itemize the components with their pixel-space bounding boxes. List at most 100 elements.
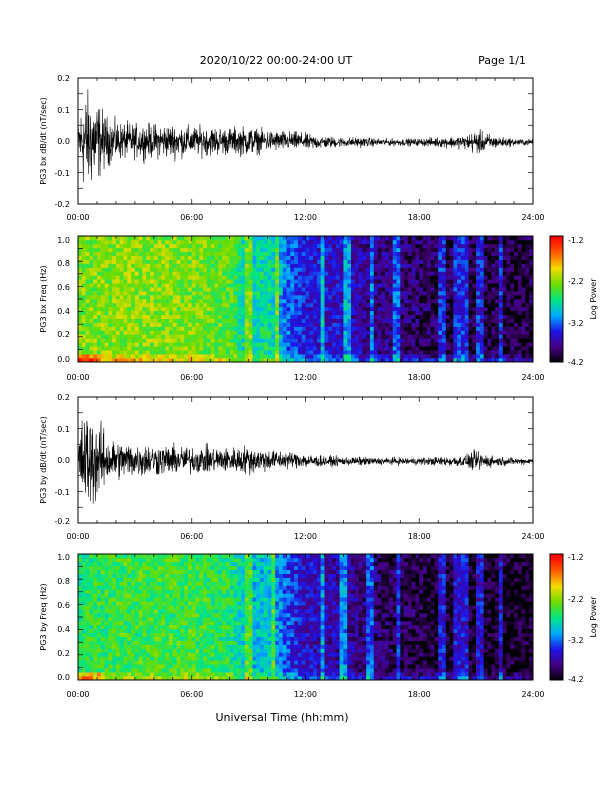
- spectrogram-cell: [332, 263, 337, 268]
- spectrogram-cell: [282, 330, 287, 335]
- colorbar-segment: [550, 326, 563, 329]
- spectrogram-cell: [305, 354, 310, 359]
- spectrogram-cell: [464, 299, 469, 304]
- spectrogram-cell: [214, 239, 219, 245]
- spectrogram-cell: [241, 318, 246, 323]
- spectrogram-cell: [127, 561, 132, 567]
- spectrogram-cell: [529, 291, 534, 296]
- spectrogram-cell: [78, 346, 83, 351]
- spectrogram-cell: [339, 259, 344, 264]
- colorbar-tick-label: -2.2: [568, 277, 584, 286]
- spectrogram-cell: [275, 322, 280, 327]
- spectrogram-cell: [388, 338, 394, 343]
- spectrogram-cell: [127, 346, 132, 351]
- spectrogram-cell: [290, 239, 295, 245]
- spectrogram-cell: [81, 656, 86, 661]
- spectrogram-cell: [286, 251, 291, 256]
- spectrogram-cell: [502, 263, 507, 268]
- spectrogram-cell: [362, 342, 367, 347]
- spectrogram-cell: [442, 236, 447, 241]
- spectrogram-cell: [271, 310, 276, 316]
- spectrogram-cell: [165, 302, 170, 308]
- spectrogram-cell: [176, 334, 181, 339]
- spectrogram-cell: [290, 326, 295, 331]
- spectrogram-cell: [381, 334, 386, 339]
- spectrogram-cell: [237, 236, 242, 241]
- spectrogram-cell: [244, 322, 249, 327]
- spectrogram-cell: [180, 236, 185, 241]
- spectrogram-cell: [161, 664, 166, 669]
- spectrogram-cell: [354, 291, 359, 296]
- spectrogram-cell: [472, 291, 477, 296]
- spectrogram-cell: [343, 342, 348, 347]
- spectrogram-cell: [172, 326, 177, 331]
- spectrogram-cell: [81, 617, 86, 622]
- spectrogram-cell: [218, 271, 223, 276]
- spectrogram-cell: [195, 358, 200, 363]
- spectrogram-cell: [275, 334, 280, 339]
- spectrogram-cell: [108, 295, 113, 300]
- spectrogram-cell: [195, 275, 200, 280]
- spectrogram-cell: [502, 295, 507, 300]
- spectrogram-cell: [366, 350, 371, 355]
- spectrogram-cell: [335, 255, 340, 260]
- spectrogram-cell: [487, 291, 492, 296]
- spectrogram-cell: [483, 318, 488, 323]
- spectrogram-cell: [468, 330, 473, 335]
- spectrogram-cell: [362, 350, 367, 355]
- spectrogram-cell: [423, 330, 428, 335]
- spectrogram-cell: [498, 322, 503, 327]
- spectrogram-cell: [89, 295, 94, 300]
- spectrogram-cell: [85, 310, 90, 316]
- spectrogram-cell: [521, 346, 526, 351]
- spectrogram-cell: [423, 275, 428, 280]
- spectrogram-cell: [347, 251, 352, 256]
- spectrogram-cell: [282, 354, 287, 359]
- spectrogram-cell: [419, 247, 424, 253]
- spectrogram-cell: [430, 326, 435, 331]
- spectrogram-cell: [244, 255, 249, 260]
- spectrogram-cell: [468, 287, 473, 292]
- spectrogram-cell: [169, 306, 174, 312]
- spectrogram-cell: [301, 267, 306, 272]
- spectrogram-cell: [100, 565, 105, 571]
- spectrogram-cell: [419, 318, 424, 323]
- spectrogram-cell: [187, 283, 193, 288]
- spectrogram-cell: [161, 310, 166, 316]
- spectrogram-cell: [115, 291, 121, 296]
- spectrogram-cell: [468, 306, 473, 312]
- spectrogram-cell: [517, 318, 522, 323]
- spectrogram-cell: [438, 314, 443, 319]
- x-tick-label: 18:00: [408, 532, 431, 541]
- spectrogram-cell: [195, 263, 200, 268]
- spectrogram-cell: [419, 310, 424, 316]
- spectrogram-cell: [157, 358, 162, 363]
- spectrogram-cell: [476, 275, 481, 280]
- spectrogram-cell: [290, 330, 295, 335]
- spectrogram-cell: [388, 295, 394, 300]
- spectrogram-cell: [138, 554, 143, 559]
- spectrogram-cell: [146, 239, 151, 245]
- spectrogram-cell: [256, 314, 261, 319]
- spectrogram-cell: [381, 236, 386, 241]
- spectrogram-cell: [176, 338, 181, 343]
- spectrogram-cell: [332, 326, 337, 331]
- spectrogram-cell: [263, 318, 268, 323]
- spectrogram-cell: [396, 279, 401, 284]
- spectrogram-cell: [108, 617, 113, 622]
- spectrogram-cell: [187, 239, 193, 245]
- spectrogram-cell: [104, 676, 109, 681]
- spectrogram-cell: [275, 358, 280, 363]
- spectrogram-cell: [169, 295, 174, 300]
- spectrogram-cell: [385, 279, 390, 284]
- spectrogram-cell: [290, 342, 295, 347]
- spectrogram-cell: [104, 299, 109, 304]
- spectrogram-cell: [407, 279, 412, 284]
- spectrogram-cell: [415, 271, 420, 276]
- spectrogram-cell: [419, 354, 424, 359]
- spectrogram-cell: [445, 354, 450, 359]
- spectrogram-cell: [85, 593, 90, 598]
- spectrogram-cell: [282, 318, 287, 323]
- spectrogram-cell: [134, 236, 139, 241]
- spectrogram-cell: [301, 243, 306, 249]
